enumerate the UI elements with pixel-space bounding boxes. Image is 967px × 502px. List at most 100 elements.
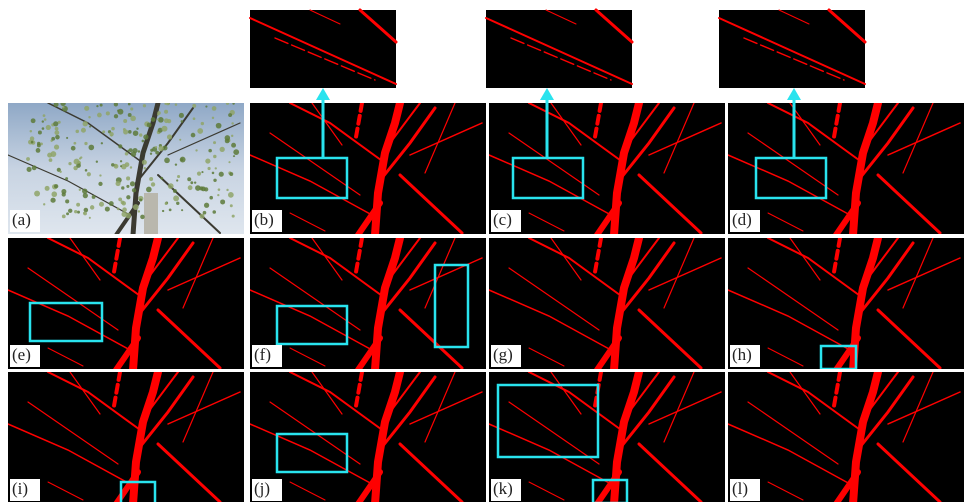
- leaf: [164, 118, 169, 123]
- leaf: [205, 106, 207, 108]
- panel-content: [8, 238, 244, 370]
- leaf: [45, 186, 50, 191]
- leaf: [54, 102, 59, 107]
- leaf: [139, 133, 142, 136]
- panel-label: (b): [254, 210, 274, 229]
- leaf: [176, 202, 179, 205]
- leaf: [179, 113, 184, 118]
- leaf: [109, 201, 114, 206]
- panel-label: (h): [732, 345, 752, 364]
- leaf: [54, 184, 58, 188]
- leaf: [96, 105, 98, 107]
- leaf: [197, 128, 203, 134]
- leaf: [181, 120, 184, 123]
- zoom-inset: [250, 10, 396, 88]
- leaf: [126, 185, 129, 188]
- leaf: [212, 172, 215, 175]
- panel-content: [250, 238, 486, 370]
- panel-label: (d): [732, 210, 752, 229]
- leaf: [26, 157, 30, 161]
- panel-label: (i): [12, 479, 28, 498]
- leaf: [155, 146, 157, 148]
- leaf: [34, 191, 40, 197]
- leaf: [195, 149, 197, 151]
- panel-label: (e): [12, 345, 31, 364]
- leaf: [114, 164, 117, 167]
- leaf: [231, 135, 233, 137]
- panel: (h): [728, 238, 964, 370]
- leaf: [128, 113, 132, 117]
- leaf: [140, 215, 145, 220]
- panel-label: (j): [254, 479, 270, 498]
- leaf: [79, 157, 81, 159]
- leaf: [54, 144, 59, 149]
- leaf: [92, 195, 96, 199]
- leaf: [201, 187, 206, 192]
- leaf: [132, 148, 137, 153]
- photo-trunk: [144, 193, 158, 234]
- leaf: [126, 213, 132, 219]
- panel-label: (f): [254, 345, 271, 364]
- leaf: [99, 174, 101, 176]
- leaf: [232, 215, 235, 218]
- leaf: [49, 158, 53, 162]
- leaf: [38, 131, 42, 135]
- leaf: [130, 116, 136, 122]
- leaf: [66, 212, 69, 215]
- leaf: [101, 142, 103, 144]
- panel-grid: (a)(b)(c)(d)(e)(f)(g)(h)(i)(j)(k)(l): [8, 10, 964, 502]
- leaf: [102, 130, 105, 133]
- leaf: [43, 114, 46, 117]
- leaf: [142, 160, 147, 165]
- leaf: [120, 160, 122, 162]
- leaf: [83, 193, 88, 198]
- leaf: [73, 142, 76, 145]
- leaf: [100, 104, 103, 107]
- panel: (k): [489, 372, 725, 502]
- leaf: [106, 111, 110, 115]
- leaf: [168, 183, 174, 189]
- leaf: [203, 211, 207, 215]
- leaf: [76, 203, 80, 207]
- leaf: [117, 110, 119, 112]
- panel: (l): [728, 372, 964, 502]
- mask-bg: [250, 238, 486, 369]
- leaf: [213, 141, 216, 144]
- leaf: [105, 207, 110, 212]
- leaf: [51, 191, 57, 197]
- leaf: [122, 207, 127, 212]
- leaf: [128, 130, 132, 134]
- arrow-head: [316, 88, 330, 100]
- leaf: [143, 134, 148, 139]
- leaf: [130, 107, 133, 110]
- leaf: [55, 135, 60, 140]
- leaf: [162, 210, 164, 212]
- leaf: [121, 186, 124, 189]
- leaf: [79, 189, 81, 191]
- leaf: [66, 137, 68, 139]
- leaf: [166, 101, 170, 105]
- panel-content: [489, 103, 725, 235]
- leaf: [228, 113, 232, 117]
- leaf: [217, 194, 219, 196]
- panel-content: [8, 372, 244, 502]
- leaf: [149, 177, 153, 181]
- leaf: [81, 128, 86, 133]
- leaf: [226, 102, 229, 105]
- leaf: [173, 189, 177, 193]
- leaf: [216, 123, 222, 129]
- leaf: [126, 176, 130, 180]
- leaf: [65, 177, 68, 180]
- leaf: [87, 172, 91, 176]
- leaf: [61, 189, 66, 194]
- leaf: [126, 195, 130, 199]
- leaf: [228, 192, 234, 198]
- leaf: [114, 114, 118, 118]
- leaf: [133, 130, 139, 136]
- leaf: [226, 189, 228, 191]
- leaf: [175, 163, 177, 165]
- leaf: [179, 139, 181, 141]
- leaf: [123, 119, 127, 123]
- panel-label: (g): [493, 345, 513, 364]
- leaf: [55, 127, 59, 131]
